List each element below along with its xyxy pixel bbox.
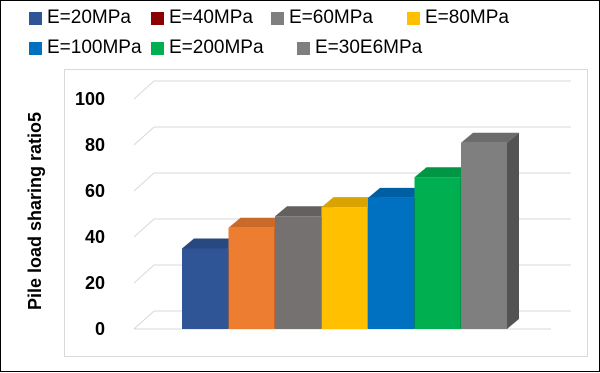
plot-area-border [64,69,588,357]
legend-item: E=20MPa [29,7,131,29]
legend-label: E=100MPa [47,37,142,58]
bar [275,216,321,329]
bar-top [182,238,240,249]
legend-swatch [29,41,42,55]
gridline-diagonal [133,218,155,238]
legend-swatch [271,11,284,25]
legend-label: E=80MPa [425,7,509,28]
gridline-diagonal [133,172,155,192]
gridline-diagonal [133,126,155,146]
y-tick-label: 60 [85,181,105,201]
y-tick-label: 100 [75,89,105,109]
legend-item: E=60MPa [271,7,373,29]
legend-swatch [407,11,420,25]
bar [414,177,461,329]
legend-label: E=30E6MPa [315,37,423,58]
bar-top [461,132,519,143]
bar [321,207,368,329]
legend-swatch [151,41,164,55]
legend-item: E=30E6MPa [297,37,422,59]
bar-top [414,167,473,178]
legend-item: E=100MPa [29,37,142,59]
bar [182,248,228,329]
gridline-diagonal [133,80,155,100]
bar [368,197,414,329]
bar [461,142,507,329]
legend-item: E=40MPa [151,7,253,29]
legend-label: E=200MPa [169,37,264,58]
chart-legend: E=20MPa E=40MPa E=60MPa E=80MPa E=100MPa E=20… [1,7,599,65]
y-tick-label: 80 [85,135,105,155]
bar-top [275,206,333,217]
gridline-diagonal [133,264,155,284]
legend-item: E=200MPa [151,37,264,59]
bar-top [228,217,287,228]
legend-item: E=80MPa [407,7,509,29]
bar-side [507,132,519,329]
bar-top [321,197,380,208]
y-tick-label: 20 [85,273,105,293]
legend-label: E=40MPa [169,7,253,28]
legend-label: E=60MPa [289,7,373,28]
y-tick-label: 40 [85,227,105,247]
bar-top [368,187,426,198]
y-tick-label: 0 [95,319,105,339]
legend-label: E=20MPa [47,7,131,28]
gridline-diagonal [133,310,155,330]
bar [228,227,275,329]
legend-swatch [151,11,164,25]
legend-swatch [29,11,42,25]
legend-swatch [297,41,310,55]
y-axis-label: Pile load sharing ratio5 [25,112,45,310]
